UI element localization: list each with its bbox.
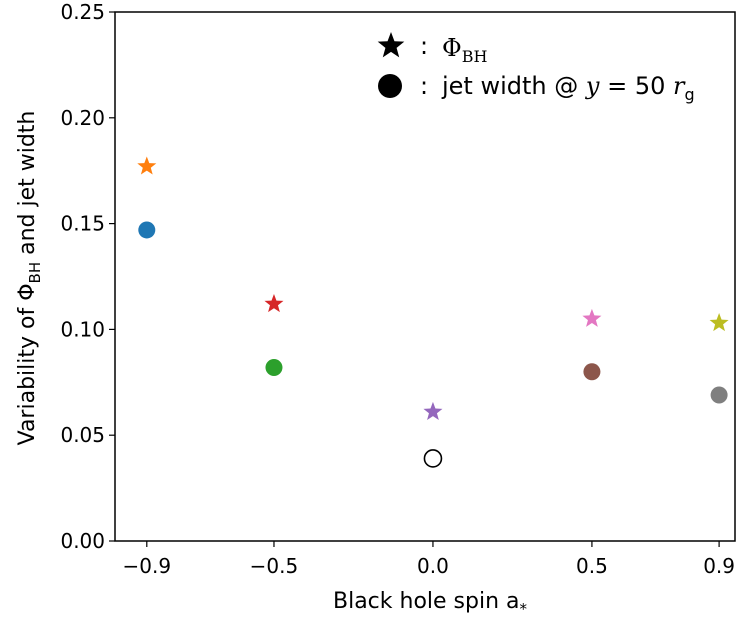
legend-entry-star: : ΦBH xyxy=(377,32,487,66)
data-point-circle xyxy=(583,363,601,381)
data-marks xyxy=(137,156,729,468)
data-point-star xyxy=(582,308,602,327)
axis-ticks: −0.9 −0.5 0.0 0.5 0.9 0.00 0.05 0.10 0.15 0.20 0.2… xyxy=(60,0,735,578)
data-point-circle xyxy=(710,386,728,404)
x-tick-label: 0.9 xyxy=(703,554,735,578)
data-point-star xyxy=(137,156,157,175)
data-point-star xyxy=(264,294,284,313)
y-tick-label: 0.10 xyxy=(60,317,105,341)
data-point-circle xyxy=(423,449,443,468)
x-tick-label: −0.9 xyxy=(123,554,172,578)
y-tick-label: 0.20 xyxy=(60,106,105,130)
legend-entry-circle: : jet width @ y = 50 rg xyxy=(378,72,695,104)
x-axis-label: Black hole spin a* xyxy=(333,589,528,618)
legend: : ΦBH : jet width @ y = 50 rg xyxy=(377,32,695,104)
data-point-star xyxy=(423,401,443,421)
legend-star-marker xyxy=(377,32,405,58)
y-tick-label: 0.25 xyxy=(60,0,105,24)
y-tick-label: 0.00 xyxy=(60,529,105,553)
axes-frame xyxy=(114,11,736,542)
data-point-star xyxy=(709,313,729,332)
x-tick-label: 0.0 xyxy=(417,554,449,578)
y-tick-label: 0.15 xyxy=(60,212,105,236)
legend-circle-separator: : xyxy=(420,72,428,100)
data-point-circle xyxy=(138,221,156,239)
data-point-circle xyxy=(265,358,283,376)
legend-star-label: ΦBH xyxy=(442,34,487,66)
y-tick-label: 0.05 xyxy=(60,423,105,447)
legend-circle-label: jet width @ y = 50 rg xyxy=(441,72,695,104)
x-tick-label: −0.5 xyxy=(250,554,299,578)
x-tick-label: 0.5 xyxy=(576,554,608,578)
legend-circle-marker xyxy=(378,74,402,98)
legend-star-separator: : xyxy=(420,32,428,60)
y-axis-label: Variability of ΦBH and jet width xyxy=(15,111,44,446)
